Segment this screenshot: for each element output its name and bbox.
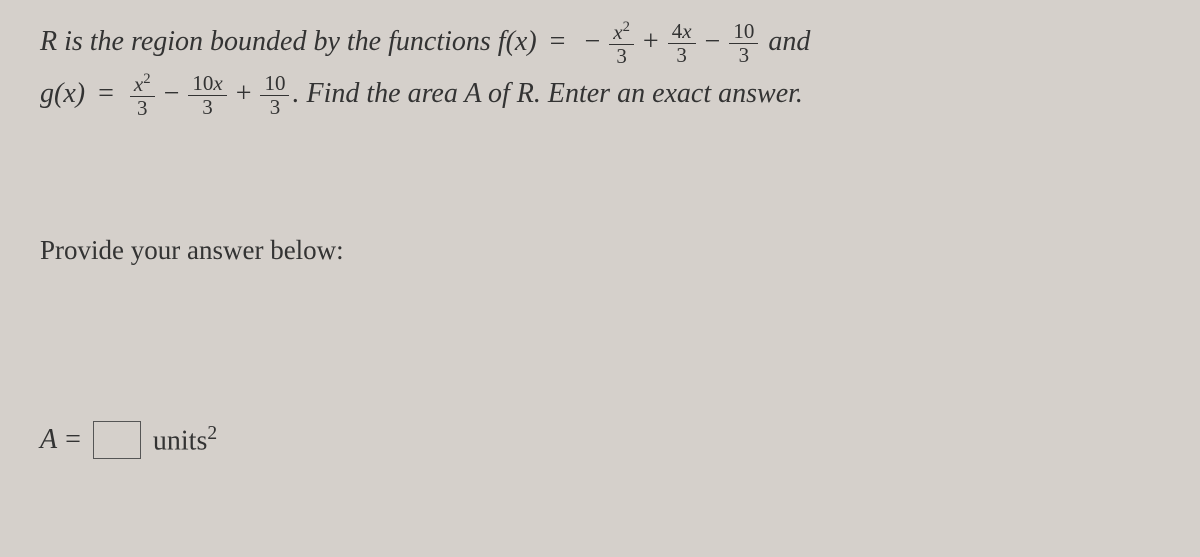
operator: + (643, 26, 659, 57)
f-of-x: f(x) (498, 26, 537, 57)
numerator: 10x (188, 72, 226, 96)
answer-prompt: Provide your answer below: (40, 235, 1160, 266)
region-var: R (517, 78, 534, 109)
line2-suffix2: of (481, 78, 517, 109)
f-expression: −x23+4x3−103 (578, 26, 761, 57)
answer-label: A (40, 424, 57, 456)
denominator: 3 (260, 96, 289, 119)
problem-statement: R is the region bounded by the functions… (40, 18, 1160, 120)
operator: − (164, 78, 180, 109)
line2-suffix: . Find the area (292, 78, 464, 109)
problem-line-1: R is the region bounded by the functions… (40, 18, 1160, 68)
operator: − (705, 26, 721, 57)
equals-sign: = (98, 78, 114, 109)
fraction: 103 (729, 20, 758, 67)
answer-input[interactable] (93, 421, 141, 459)
units-exp: 2 (207, 423, 217, 444)
numerator: 4x (668, 20, 696, 44)
fraction: 4x3 (668, 20, 696, 67)
numerator: 10 (260, 72, 289, 96)
fraction: 10x3 (188, 72, 226, 119)
problem-line-2: g(x) = x23−10x3+103. Find the area A of … (40, 70, 1160, 120)
denominator: 3 (729, 44, 758, 67)
numerator: 10 (729, 20, 758, 44)
answer-row: A = units2 (40, 421, 1160, 459)
fraction: x23 (130, 71, 155, 120)
g-expression: x23−10x3+103 (127, 78, 293, 109)
fraction: 103 (260, 72, 289, 119)
denominator: 3 (668, 44, 696, 67)
g-of-x: g(x) (40, 78, 85, 109)
fraction: x23 (609, 19, 634, 68)
equals-sign: = (550, 26, 566, 57)
line1-prefix: R is the region bounded by the functions (40, 26, 498, 57)
answer-equals: = (65, 424, 81, 456)
numerator: x2 (609, 19, 634, 45)
operator: + (236, 78, 252, 109)
denominator: 3 (188, 96, 226, 119)
area-var: A (464, 78, 481, 109)
line1-suffix: and (761, 26, 810, 57)
denominator: 3 (130, 97, 155, 120)
numerator: x2 (130, 71, 155, 97)
line2-suffix3: . Enter an exact answer. (534, 78, 803, 109)
units-text: units (153, 426, 207, 457)
operator: − (584, 26, 600, 57)
answer-units: units2 (153, 423, 217, 457)
denominator: 3 (609, 45, 634, 68)
